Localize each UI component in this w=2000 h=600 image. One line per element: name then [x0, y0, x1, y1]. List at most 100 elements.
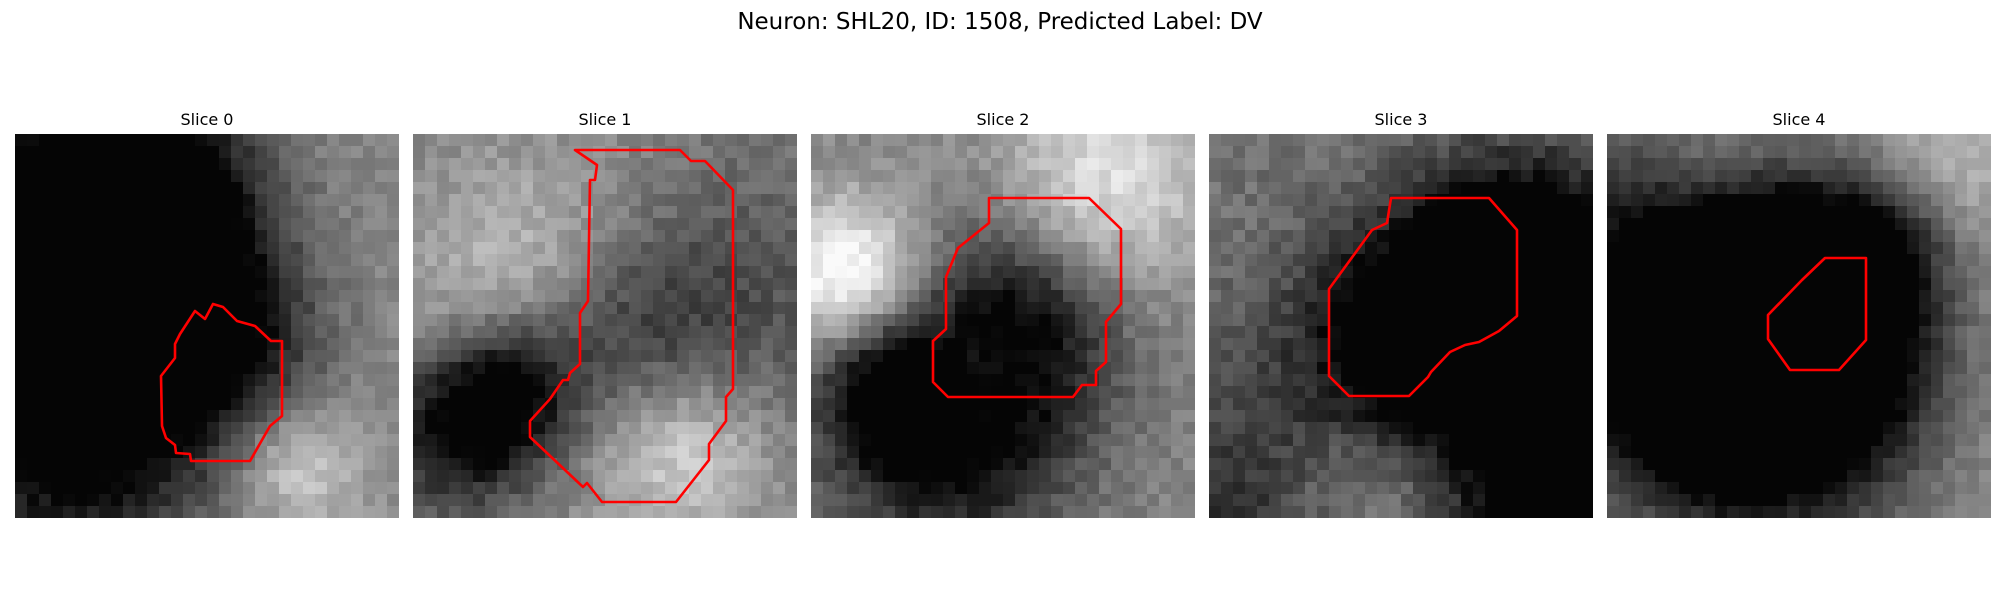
pixel	[111, 422, 124, 435]
pixel	[1449, 242, 1462, 255]
pixel	[1039, 482, 1052, 495]
pixel	[1437, 482, 1450, 495]
pixel	[533, 494, 546, 507]
pixel	[1377, 398, 1390, 411]
pixel	[1655, 242, 1668, 255]
pixel	[895, 302, 908, 315]
pixel	[1557, 170, 1570, 183]
pixel	[1655, 278, 1668, 291]
pixel	[1401, 266, 1414, 279]
pixel	[1895, 398, 1908, 411]
pixel	[27, 374, 40, 387]
pixel	[1413, 146, 1426, 159]
pixel	[1293, 326, 1306, 339]
pixel	[1063, 458, 1076, 471]
pixel	[1545, 314, 1558, 327]
pixel	[267, 158, 280, 171]
pixel	[51, 422, 64, 435]
pixel	[907, 206, 920, 219]
pixel	[1931, 314, 1944, 327]
pixel	[737, 482, 750, 495]
pixel	[883, 302, 896, 315]
pixel	[1943, 218, 1956, 231]
pixel	[63, 350, 76, 363]
pixel	[339, 350, 352, 363]
pixel	[291, 230, 304, 243]
pixel	[413, 206, 426, 219]
pixel	[461, 182, 474, 195]
pixel	[1015, 374, 1028, 387]
pixel	[1533, 506, 1546, 518]
pixel	[1655, 386, 1668, 399]
pixel	[689, 230, 702, 243]
pixel	[1305, 314, 1318, 327]
pixel	[521, 218, 534, 231]
pixel	[1581, 386, 1593, 399]
pixel	[689, 434, 702, 447]
pixel	[1305, 302, 1318, 315]
pixel	[1123, 362, 1136, 375]
pixel	[291, 458, 304, 471]
pixel	[1449, 314, 1462, 327]
pixel	[291, 314, 304, 327]
pixel	[689, 170, 702, 183]
pixel	[641, 218, 654, 231]
pixel	[1557, 434, 1570, 447]
pixel	[1401, 326, 1414, 339]
pixel	[351, 482, 364, 495]
pixel	[1269, 362, 1282, 375]
pixel	[1183, 182, 1195, 195]
pixel	[291, 182, 304, 195]
pixel	[1679, 458, 1692, 471]
pixel	[1497, 506, 1510, 518]
pixel	[1135, 410, 1148, 423]
pixel	[1015, 386, 1028, 399]
pixel	[1147, 302, 1160, 315]
pixel	[895, 446, 908, 459]
pixel	[1811, 386, 1824, 399]
pixel	[859, 134, 872, 147]
pixel	[1209, 374, 1222, 387]
pixel	[1317, 182, 1330, 195]
pixel	[1787, 422, 1800, 435]
pixel	[545, 194, 558, 207]
pixel	[363, 482, 376, 495]
pixel	[1123, 374, 1136, 387]
pixel	[473, 278, 486, 291]
pixel	[1955, 374, 1968, 387]
pixel	[823, 182, 836, 195]
pixel	[677, 134, 690, 147]
pixel	[883, 338, 896, 351]
pixel	[871, 458, 884, 471]
pixel	[1365, 410, 1378, 423]
pixel	[521, 494, 534, 507]
pixel	[1895, 338, 1908, 351]
pixel	[1099, 146, 1112, 159]
pixel	[1703, 182, 1716, 195]
pixel	[1413, 470, 1426, 483]
pixel	[183, 470, 196, 483]
pixel	[907, 254, 920, 267]
pixel	[1619, 398, 1632, 411]
pixel	[219, 206, 232, 219]
pixel	[183, 242, 196, 255]
pixel	[461, 242, 474, 255]
pixel	[581, 182, 594, 195]
pixel	[75, 374, 88, 387]
pixel	[375, 482, 388, 495]
pixel	[919, 374, 932, 387]
pixel	[1425, 494, 1438, 507]
pixel	[1389, 146, 1402, 159]
pixel	[1607, 134, 1620, 147]
pixel	[773, 230, 786, 243]
pixel	[1221, 374, 1234, 387]
pixel	[1667, 158, 1680, 171]
pixel	[871, 182, 884, 195]
pixel	[1643, 158, 1656, 171]
pixel	[907, 218, 920, 231]
pixel	[147, 326, 160, 339]
pixel	[545, 494, 558, 507]
pixel	[473, 158, 486, 171]
pixel	[1667, 410, 1680, 423]
pixel	[171, 482, 184, 495]
